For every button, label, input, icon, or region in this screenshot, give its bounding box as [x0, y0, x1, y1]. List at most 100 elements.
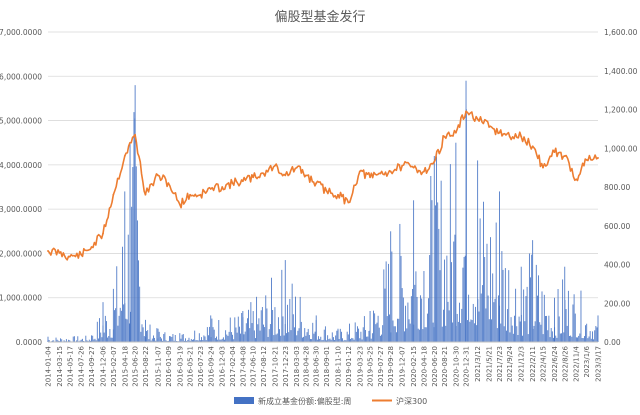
bar [595, 326, 596, 342]
bar [571, 337, 572, 342]
bar [438, 229, 439, 342]
bar [454, 235, 455, 342]
bar-peak [124, 191, 125, 342]
bar-peak [564, 267, 565, 342]
bar [280, 336, 281, 342]
bar [279, 329, 280, 342]
bar [471, 319, 472, 342]
bar [573, 305, 574, 343]
bar [131, 207, 132, 342]
bar-peak [145, 320, 146, 342]
x-tick-label: 2021/9/24 [506, 345, 514, 381]
bar [597, 327, 598, 342]
x-tick-label: 2018-11-10 [334, 346, 342, 387]
bar [394, 326, 395, 342]
bar [182, 335, 183, 342]
bar [355, 322, 356, 342]
bar [264, 327, 265, 342]
bar [258, 318, 259, 342]
bar [327, 335, 328, 342]
bar-peak [455, 143, 456, 342]
bar [545, 316, 546, 342]
x-tick-label: 2018-06-30 [313, 346, 321, 387]
bar [451, 262, 452, 342]
bar [399, 224, 400, 342]
bar [302, 338, 303, 342]
bar [108, 336, 109, 342]
bar [101, 337, 102, 342]
x-tick-label: 2019-05-25 [367, 346, 375, 387]
bar [440, 270, 441, 342]
bar [351, 338, 352, 342]
bar-peak [285, 260, 286, 342]
line-point [91, 246, 93, 248]
line-point [179, 204, 181, 206]
bar [460, 323, 461, 342]
bar [283, 316, 284, 342]
bar [372, 333, 373, 342]
bar [398, 319, 399, 342]
bar-peak [210, 315, 211, 342]
bar [522, 336, 523, 342]
bar [349, 324, 350, 342]
bar [122, 247, 123, 342]
x-tick-label: 2020-04-18 [420, 346, 428, 387]
bar [175, 335, 176, 342]
x-tick-label: 2019-03-23 [356, 346, 364, 387]
line-point [263, 173, 265, 175]
bar [363, 327, 364, 342]
bar [213, 327, 214, 342]
bar [527, 287, 528, 342]
bar [507, 309, 508, 342]
bar [550, 337, 551, 342]
bar [538, 275, 539, 342]
bar [109, 329, 110, 342]
bar [336, 331, 337, 342]
bar [468, 295, 469, 342]
bar [340, 329, 341, 342]
bar [147, 330, 148, 342]
bar [260, 331, 261, 342]
bar [512, 326, 513, 342]
line-point [200, 194, 202, 196]
x-tick-label: 2017-12-23 [282, 346, 290, 387]
bar [432, 200, 433, 342]
bar [165, 332, 166, 342]
x-tick-label: 2014-05-17 [66, 346, 74, 387]
bar [397, 319, 398, 342]
line-point [80, 254, 82, 256]
x-tick-label: 2016-12-03 [219, 346, 227, 387]
x-tick-label: 2020-06-20 [431, 346, 439, 387]
line-point [423, 171, 425, 173]
bar [576, 337, 577, 342]
bar [401, 256, 402, 342]
line-point [488, 126, 490, 128]
bar [288, 332, 289, 342]
bar [272, 310, 273, 342]
bar [592, 331, 593, 342]
bar [420, 295, 421, 342]
bar [476, 325, 477, 342]
bar [409, 319, 410, 342]
bar [324, 330, 325, 342]
x-tick-label: 2016-01-09 [165, 346, 173, 387]
bar [465, 256, 466, 342]
bar [56, 338, 57, 342]
x-tick-label: 2017-10-21 [271, 346, 279, 387]
bar [107, 338, 108, 342]
bar [134, 112, 135, 342]
bar-peak [130, 143, 131, 342]
bar [503, 270, 504, 342]
bar [144, 336, 145, 342]
bar [479, 311, 480, 342]
bar [245, 332, 246, 342]
bar [229, 332, 230, 342]
bar-peak [466, 81, 467, 342]
bar [378, 316, 379, 342]
bar [199, 333, 200, 342]
bar [506, 331, 507, 342]
line-point [575, 178, 577, 180]
bar [472, 320, 473, 342]
bar [120, 308, 121, 342]
